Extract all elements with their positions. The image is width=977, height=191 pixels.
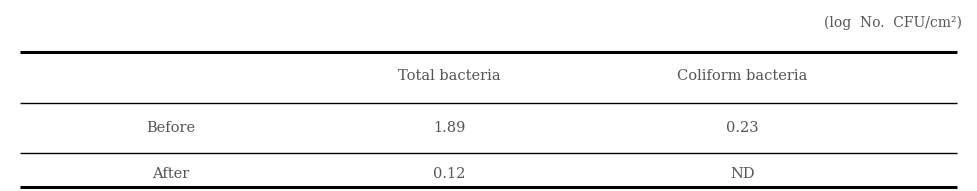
Text: 0.23: 0.23 (726, 121, 759, 135)
Text: (log  No.  CFU/cm²): (log No. CFU/cm²) (825, 16, 962, 30)
Text: Coliform bacteria: Coliform bacteria (677, 69, 808, 83)
Text: ND: ND (730, 167, 755, 181)
Text: 1.89: 1.89 (433, 121, 466, 135)
Text: After: After (152, 167, 190, 181)
Text: 0.12: 0.12 (433, 167, 466, 181)
Text: Before: Before (147, 121, 195, 135)
Text: Total bacteria: Total bacteria (398, 69, 501, 83)
